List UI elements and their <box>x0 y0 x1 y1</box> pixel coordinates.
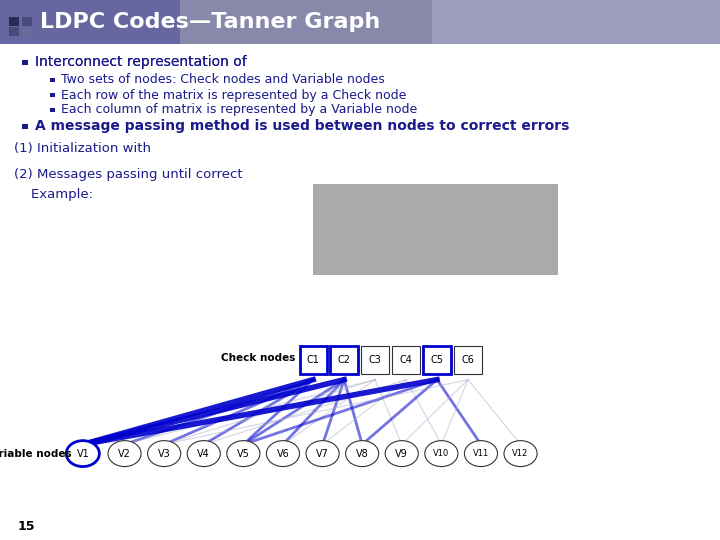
Text: V10: V10 <box>433 449 449 458</box>
Text: Each column of matrix is represented by a Variable node: Each column of matrix is represented by … <box>61 103 418 116</box>
Text: V8: V8 <box>356 449 369 458</box>
FancyBboxPatch shape <box>50 93 55 97</box>
Ellipse shape <box>385 441 418 467</box>
Text: V4: V4 <box>197 449 210 458</box>
Text: V2: V2 <box>118 449 131 458</box>
FancyBboxPatch shape <box>9 17 19 26</box>
Text: V6: V6 <box>276 449 289 458</box>
Text: V11: V11 <box>473 449 489 458</box>
Ellipse shape <box>148 441 181 467</box>
FancyBboxPatch shape <box>50 107 55 111</box>
FancyBboxPatch shape <box>330 346 358 374</box>
Text: Interconnect representation of: Interconnect representation of <box>35 55 251 69</box>
Text: V5: V5 <box>237 449 250 458</box>
FancyBboxPatch shape <box>432 0 720 44</box>
Ellipse shape <box>346 441 379 467</box>
Text: C4: C4 <box>400 355 413 365</box>
Ellipse shape <box>108 441 141 467</box>
FancyBboxPatch shape <box>423 346 451 374</box>
FancyBboxPatch shape <box>0 0 180 44</box>
Text: C1: C1 <box>307 355 320 365</box>
Text: C6: C6 <box>462 355 474 365</box>
Text: Example:: Example: <box>14 188 94 201</box>
Text: (1) Initialization with: (1) Initialization with <box>14 142 156 155</box>
Ellipse shape <box>66 441 99 467</box>
FancyBboxPatch shape <box>22 17 32 26</box>
Ellipse shape <box>464 441 498 467</box>
Text: V3: V3 <box>158 449 171 458</box>
FancyBboxPatch shape <box>0 0 720 44</box>
Text: C2: C2 <box>338 355 351 365</box>
FancyBboxPatch shape <box>22 27 32 36</box>
Text: Interconnect representation of: Interconnect representation of <box>35 55 251 69</box>
Ellipse shape <box>504 441 537 467</box>
FancyBboxPatch shape <box>361 346 389 374</box>
Text: Each row of the matrix is represented by a Check node: Each row of the matrix is represented by… <box>61 89 407 102</box>
Ellipse shape <box>187 441 220 467</box>
Text: C5: C5 <box>431 355 444 365</box>
Ellipse shape <box>227 441 260 467</box>
Text: Variable nodes: Variable nodes <box>0 449 72 458</box>
Text: LDPC Codes—Tanner Graph: LDPC Codes—Tanner Graph <box>40 11 380 32</box>
Text: Interconnect representation of H: Interconnect representation of H <box>35 55 262 69</box>
FancyBboxPatch shape <box>22 124 28 129</box>
Text: A message passing method is used between nodes to correct errors: A message passing method is used between… <box>35 119 569 133</box>
Text: V9: V9 <box>395 449 408 458</box>
FancyBboxPatch shape <box>9 27 19 36</box>
Ellipse shape <box>266 441 300 467</box>
Text: 15: 15 <box>18 520 35 533</box>
FancyBboxPatch shape <box>392 346 420 374</box>
FancyBboxPatch shape <box>300 346 327 374</box>
Text: V1: V1 <box>76 449 89 458</box>
Text: Two sets of nodes: Check nodes and Variable nodes: Two sets of nodes: Check nodes and Varia… <box>61 73 385 86</box>
Text: V7: V7 <box>316 449 329 458</box>
FancyBboxPatch shape <box>22 59 28 64</box>
FancyBboxPatch shape <box>454 346 482 374</box>
Ellipse shape <box>306 441 339 467</box>
Text: (2) Messages passing until correct: (2) Messages passing until correct <box>14 168 243 181</box>
Text: V12: V12 <box>513 449 528 458</box>
Text: C3: C3 <box>369 355 382 365</box>
Ellipse shape <box>425 441 458 467</box>
Text: Check nodes: Check nodes <box>221 353 295 363</box>
FancyBboxPatch shape <box>313 184 558 275</box>
FancyBboxPatch shape <box>50 78 55 82</box>
